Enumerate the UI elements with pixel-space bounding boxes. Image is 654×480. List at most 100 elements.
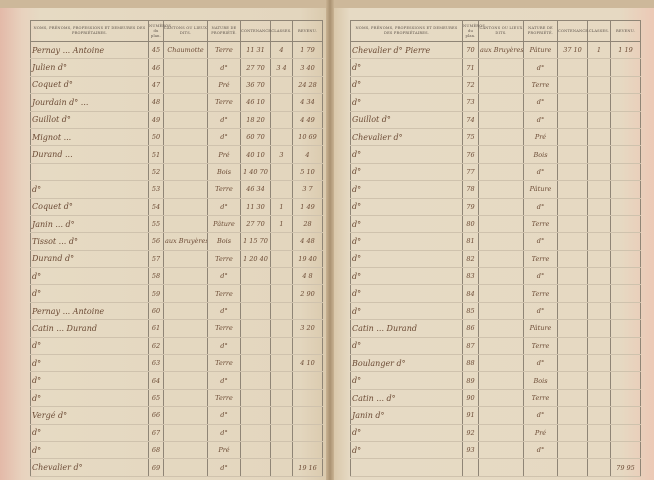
cell-revenu: 10 69 bbox=[292, 128, 323, 147]
cell-classe bbox=[270, 389, 293, 408]
cell-nature: Terre bbox=[207, 250, 241, 269]
ledger-row: d° 65 Terre bbox=[30, 389, 323, 408]
cell-nature: d° bbox=[207, 424, 241, 442]
cell-canton bbox=[163, 389, 208, 408]
header-nature: NATURE DE PROPRIÉTÉ. bbox=[523, 20, 558, 42]
cell-name: d° bbox=[350, 424, 463, 442]
cell-revenu: 4 bbox=[292, 145, 323, 164]
cell-canton bbox=[163, 198, 208, 216]
cell-nature: d° bbox=[523, 163, 558, 182]
cell-contenance bbox=[557, 267, 588, 286]
header-contenance: CONTENANCE. bbox=[240, 20, 272, 42]
cell-numero: 77 bbox=[462, 163, 479, 182]
cell-contenance bbox=[557, 371, 588, 390]
ledger-row: d° 72 Terre bbox=[350, 76, 641, 95]
cell-classe bbox=[587, 302, 611, 321]
cell-canton bbox=[478, 441, 524, 460]
cell-canton bbox=[163, 180, 208, 199]
cell-numero: 50 bbox=[148, 128, 164, 147]
cell-nature: d° bbox=[207, 267, 241, 286]
cell-revenu: 28 bbox=[292, 215, 323, 234]
cell-numero: 53 bbox=[148, 180, 164, 199]
cell-name: Catin ... d° bbox=[350, 389, 463, 408]
cell-numero: 46 bbox=[148, 58, 164, 77]
ledger-row: Boulanger d° 88 d° bbox=[350, 354, 641, 373]
cell-contenance bbox=[240, 337, 271, 356]
cell-canton bbox=[163, 58, 208, 77]
cell-canton bbox=[478, 250, 524, 269]
cell-nature: Terre bbox=[523, 389, 558, 408]
cell-contenance: 36 70 bbox=[240, 76, 271, 95]
cell-classe bbox=[270, 319, 293, 338]
header-numero: NUMÉROS du plan. bbox=[462, 20, 485, 42]
cell-classe bbox=[587, 424, 611, 442]
cell-name: Julien d° bbox=[30, 58, 149, 77]
cell-numero: 49 bbox=[148, 111, 164, 129]
cell-contenance bbox=[557, 145, 588, 164]
cell-canton bbox=[478, 371, 524, 390]
cell-revenu bbox=[610, 302, 641, 321]
cell-nature: d° bbox=[207, 371, 241, 390]
cell-numero: 92 bbox=[462, 424, 479, 442]
cell-revenu: 19 40 bbox=[292, 250, 323, 269]
cell-classe bbox=[587, 389, 611, 408]
ledger-row: d° 53 Terre 46 34 3 7 bbox=[30, 180, 323, 199]
ledger-row: Janin d° 91 d° bbox=[350, 406, 641, 425]
cell-name: Catin ... Durand bbox=[350, 319, 463, 338]
cell-revenu bbox=[292, 371, 323, 390]
ledger-row: d° 92 Pré bbox=[350, 424, 641, 442]
cell-name: Chevalier d° bbox=[350, 128, 463, 147]
cell-classe bbox=[587, 163, 611, 182]
cell-classe bbox=[270, 111, 293, 129]
cell-nature: d° bbox=[207, 198, 241, 216]
cell-classe bbox=[270, 93, 293, 112]
cell-numero: 61 bbox=[148, 319, 164, 338]
cell-name: Boulanger d° bbox=[350, 354, 463, 373]
cell-nature: Pâture bbox=[207, 215, 241, 234]
cell-contenance: 1 40 70 bbox=[240, 163, 271, 182]
cell-contenance bbox=[240, 371, 271, 390]
cell-contenance bbox=[557, 458, 588, 477]
ledger-row: d° 81 d° bbox=[350, 232, 641, 251]
cell-numero: 65 bbox=[148, 389, 164, 408]
cell-nature: d° bbox=[207, 111, 241, 129]
cell-contenance bbox=[240, 354, 271, 373]
cell-numero: 70 bbox=[462, 41, 479, 60]
cell-name: d° bbox=[350, 145, 463, 164]
cell-contenance bbox=[557, 441, 588, 460]
cell-classe bbox=[270, 128, 293, 147]
cell-revenu: 79 95 bbox=[610, 458, 641, 477]
cell-revenu bbox=[292, 337, 323, 356]
cell-canton bbox=[478, 180, 524, 199]
cell-nature: Pré bbox=[207, 145, 241, 164]
cell-canton bbox=[163, 93, 208, 112]
cell-contenance bbox=[557, 58, 588, 77]
cell-name: Guillot d° bbox=[30, 111, 149, 129]
cell-name: d° bbox=[30, 441, 149, 460]
cell-nature: Terre bbox=[523, 284, 558, 303]
cell-contenance bbox=[557, 128, 588, 147]
cell-numero: 85 bbox=[462, 302, 479, 321]
ledger-row: Jourdain d° ... 48 Terre 46 10 4 34 bbox=[30, 93, 323, 112]
cell-numero: 73 bbox=[462, 93, 479, 112]
cell-revenu: 3 7 bbox=[292, 180, 323, 199]
cell-nature: d° bbox=[207, 337, 241, 356]
ledger-row: d° 59 Terre 2 90 bbox=[30, 284, 323, 303]
cell-classe bbox=[270, 424, 293, 442]
cell-contenance bbox=[557, 198, 588, 216]
cell-contenance bbox=[557, 389, 588, 408]
left-ledger-page: NOMS, PRÉNOMS, PROFESSIONS ET DEMEURES D… bbox=[0, 8, 330, 480]
cell-canton bbox=[163, 337, 208, 356]
ledger-row: d° 62 d° bbox=[30, 337, 323, 356]
cell-nature: d° bbox=[523, 354, 558, 373]
cell-nature: d° bbox=[207, 58, 241, 77]
cell-revenu bbox=[610, 145, 641, 164]
cell-nature: Terre bbox=[523, 76, 558, 95]
cell-classe bbox=[587, 250, 611, 269]
cell-numero: 83 bbox=[462, 267, 479, 286]
cell-contenance bbox=[240, 458, 271, 477]
cell-classe: 1 bbox=[270, 215, 293, 234]
cell-nature: Terre bbox=[523, 215, 558, 234]
cell-name: d° bbox=[350, 250, 463, 269]
